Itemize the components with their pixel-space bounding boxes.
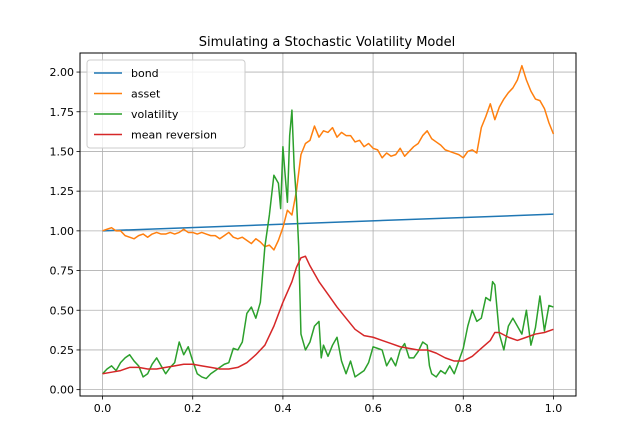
x-tick-label: 1.0	[545, 402, 563, 415]
legend-label-mean-reversion: mean reversion	[131, 129, 217, 142]
x-tick-label: 0.0	[94, 402, 112, 415]
x-tick-label: 0.6	[364, 402, 382, 415]
y-tick-label: 0.50	[50, 304, 75, 317]
x-tick-label: 0.8	[455, 402, 473, 415]
series-line-bond	[102, 213, 554, 232]
x-tick-label: 0.2	[184, 402, 202, 415]
y-tick-label: 1.00	[50, 225, 75, 238]
y-tick-label: 1.50	[50, 145, 75, 158]
y-tick-label: 1.75	[50, 106, 75, 119]
axis-ticks: 0.0 0.2 0.4 0.6 0.8 1.0 0.00 0.25 0.50 0.75 1.00 1.…	[50, 66, 563, 415]
y-tick-label: 2.00	[50, 66, 75, 79]
legend-box	[86, 59, 246, 149]
y-tick-label: 1.25	[50, 185, 75, 198]
chart-title: Simulating a Stochastic Volatility Model	[199, 35, 456, 50]
legend-label-volatility: volatility	[131, 108, 179, 121]
x-tick-label: 0.4	[274, 402, 292, 415]
series-line-mean-reversion	[102, 255, 554, 375]
y-tick-label: 0.75	[50, 265, 75, 278]
legend: bond asset volatility mean reversion	[86, 59, 246, 149]
grid	[80, 53, 576, 396]
y-tick-label: 0.25	[50, 344, 75, 357]
plot-frame	[79, 52, 577, 397]
series-line-asset	[102, 64, 555, 251]
series-group	[102, 64, 555, 380]
series-line-volatility	[102, 109, 554, 380]
legend-label-bond: bond	[131, 67, 159, 80]
legend-label-asset: asset	[131, 88, 161, 101]
y-tick-label: 0.00	[50, 384, 75, 397]
